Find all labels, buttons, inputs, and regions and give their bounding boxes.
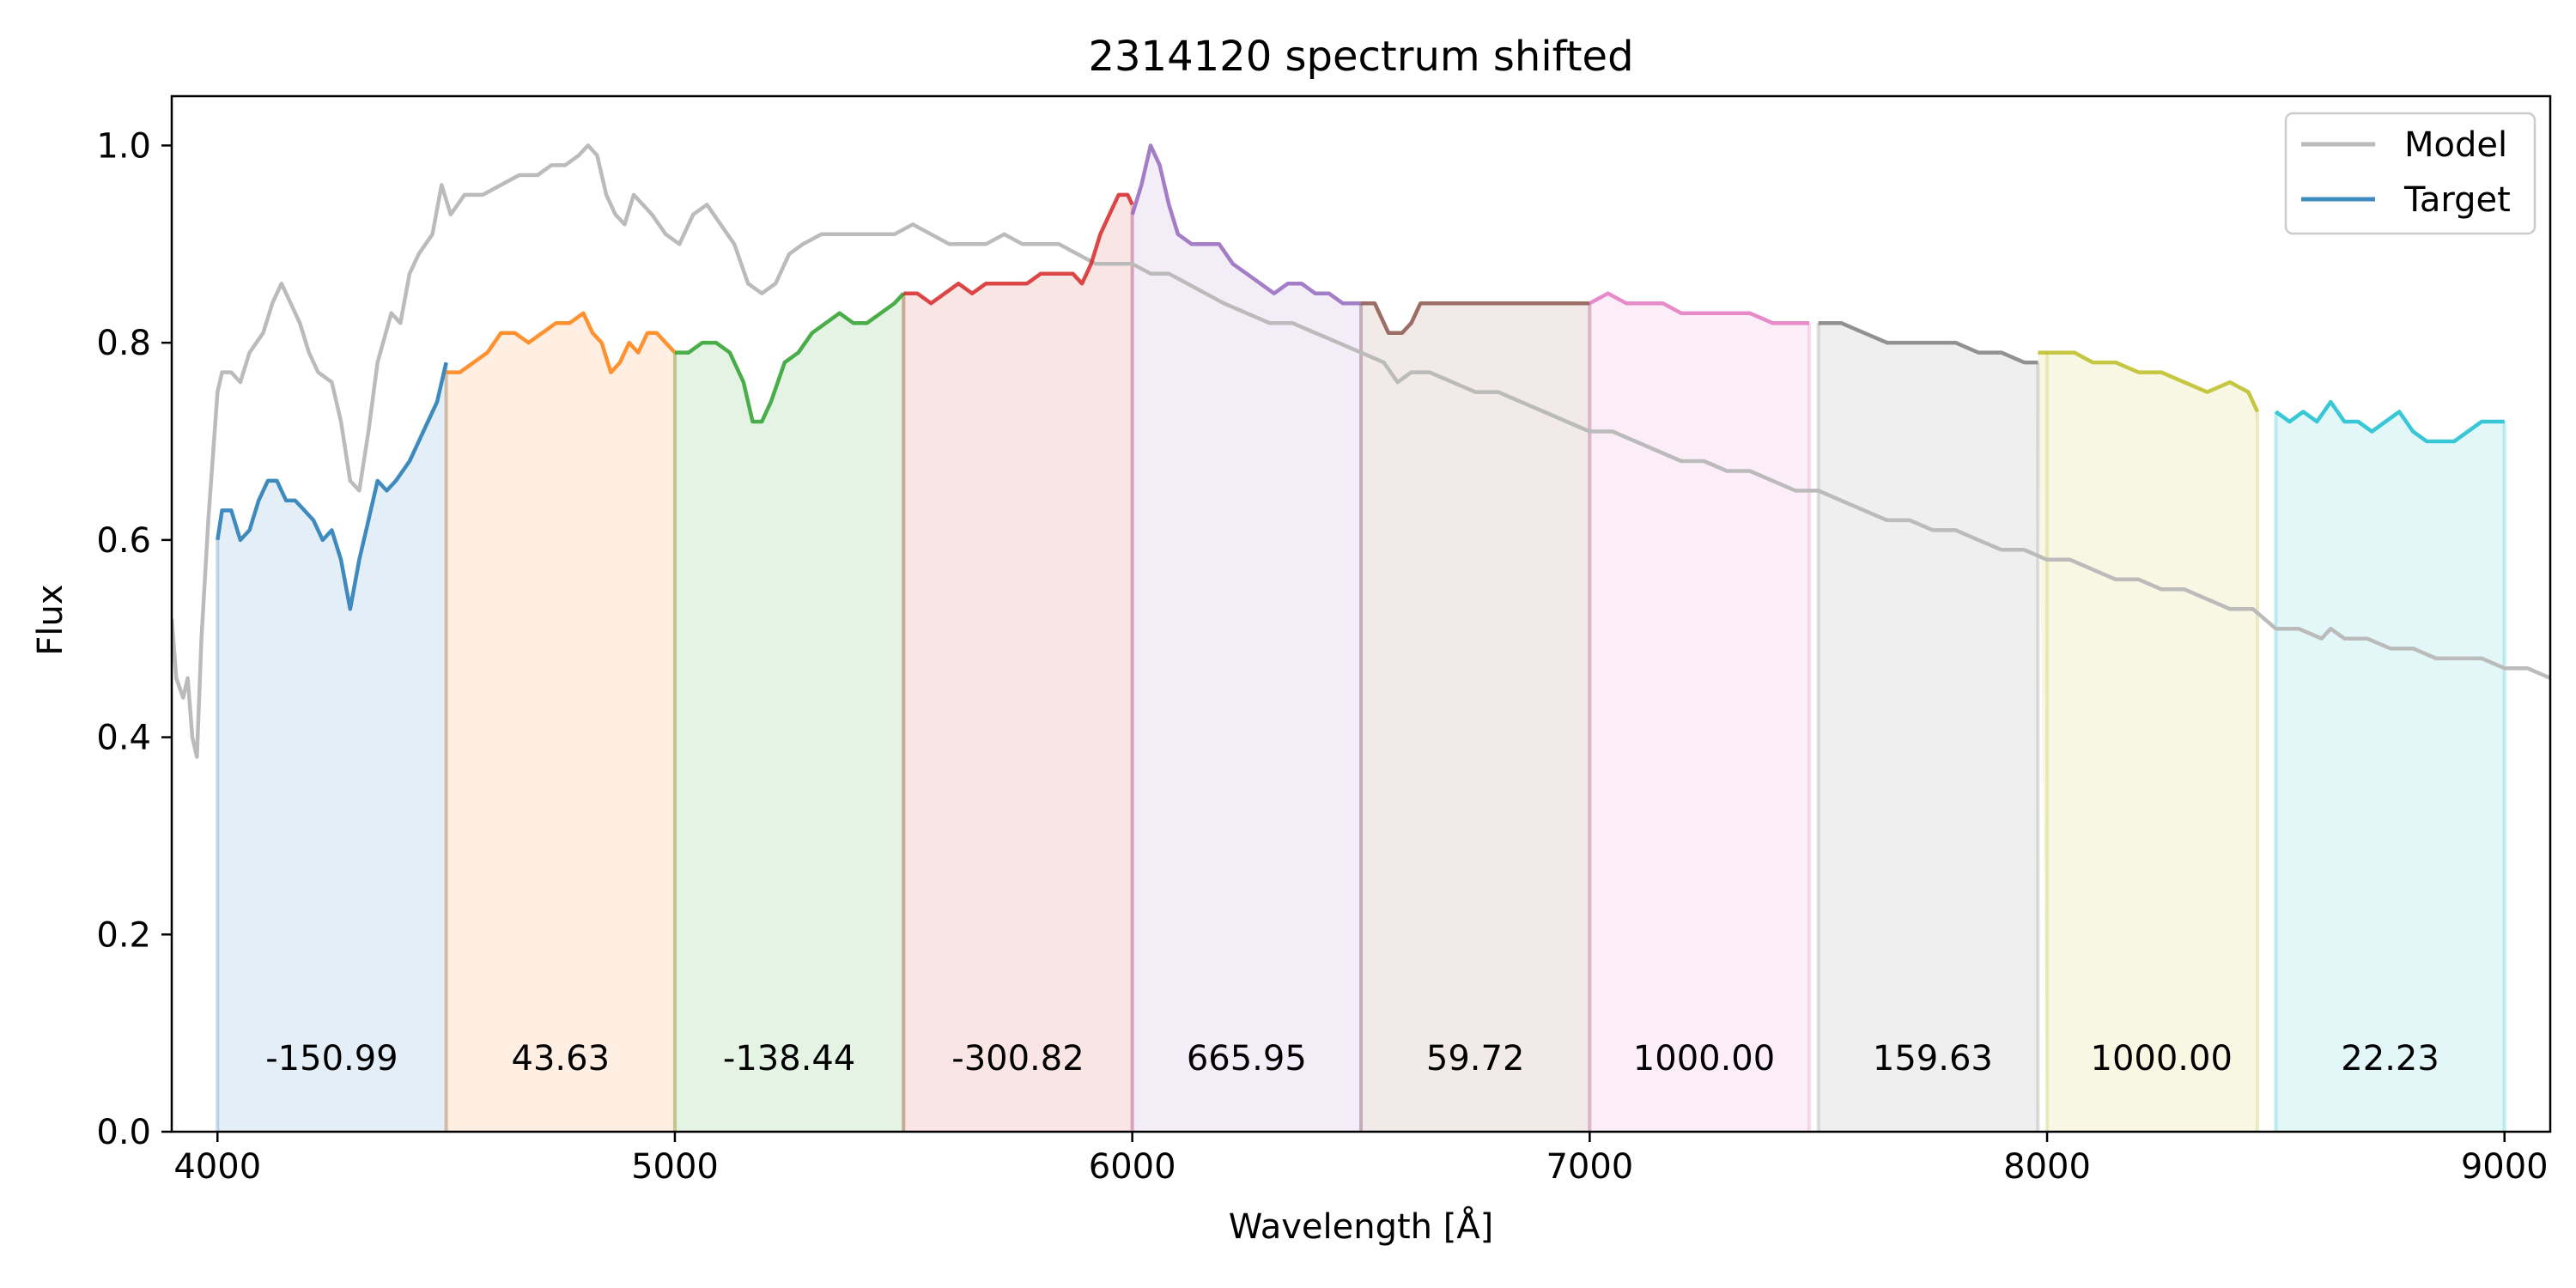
target-segment-line (1818, 320, 2038, 365)
x-tick-label: 9000 (2461, 1147, 2549, 1187)
segment-fill (675, 293, 904, 1132)
segment-value-label: 43.63 (512, 1039, 611, 1078)
plot-frame (170, 94, 2552, 1133)
x-tick-label: 7000 (1546, 1147, 1633, 1187)
plot-area: -150.99 43.63 -138.44 -300.82 665.95 59.72 100… (96, 94, 2552, 1187)
segment-fill (2275, 402, 2505, 1132)
legend: Model Target (2284, 112, 2537, 235)
y-tick-label: 0.4 (96, 719, 151, 758)
y-tick-label: 1.0 (96, 126, 151, 166)
target-segment-line (446, 311, 677, 374)
x-tick-label: 5000 (631, 1147, 719, 1187)
x-tick-label: 6000 (1089, 1147, 1176, 1187)
x-axis-label: Wavelength [Å] (1229, 1206, 1494, 1247)
model-line (172, 143, 2550, 759)
y-axis-label: Flux (31, 584, 70, 655)
segment-value-label: 22.23 (2341, 1039, 2439, 1078)
legend-label: Model (2404, 125, 2507, 165)
segment-fill (1132, 145, 1361, 1132)
x-tick-label: 8000 (2003, 1147, 2091, 1187)
segment-value-label: 1000.00 (1633, 1039, 1775, 1078)
segment-fill (903, 194, 1133, 1132)
segment-value-label: -138.44 (723, 1039, 855, 1078)
y-tick-label: 0.8 (96, 324, 151, 363)
x-tick-label: 4000 (173, 1147, 261, 1187)
segment-value-label: 665.95 (1187, 1039, 1307, 1078)
target-segment-line (2275, 399, 2505, 444)
segment-fill (1818, 323, 2038, 1132)
legend-label: Target (2403, 180, 2511, 220)
segment-value-label: 59.72 (1426, 1039, 1525, 1078)
target-segment-line (2038, 350, 2260, 413)
target-segment-line (1361, 301, 1590, 335)
y-tick-label: 0.0 (96, 1113, 151, 1152)
segment-value-label: -150.99 (265, 1039, 398, 1078)
segment-fill (446, 313, 675, 1132)
segment-fill (217, 362, 447, 1132)
y-tick-label: 0.6 (96, 521, 151, 561)
target-segment-line (216, 361, 448, 611)
segment-value-label: 1000.00 (2091, 1039, 2233, 1078)
segment-fill (1361, 303, 1590, 1132)
target-segment-line (903, 192, 1134, 306)
segment-value-label: 159.63 (1873, 1039, 1993, 1078)
y-tick-label: 0.2 (96, 915, 151, 955)
target-segment-line (675, 292, 905, 424)
segment-value-label: -300.82 (951, 1039, 1084, 1078)
segment-fill (2038, 352, 2258, 1132)
chart-title: 2314120 spectrum shifted (1088, 33, 1633, 81)
target-segment-line (1130, 143, 1361, 306)
plot-body (172, 143, 2550, 1132)
target-segment-line (1589, 291, 1809, 325)
segment-fill (1589, 293, 1809, 1132)
